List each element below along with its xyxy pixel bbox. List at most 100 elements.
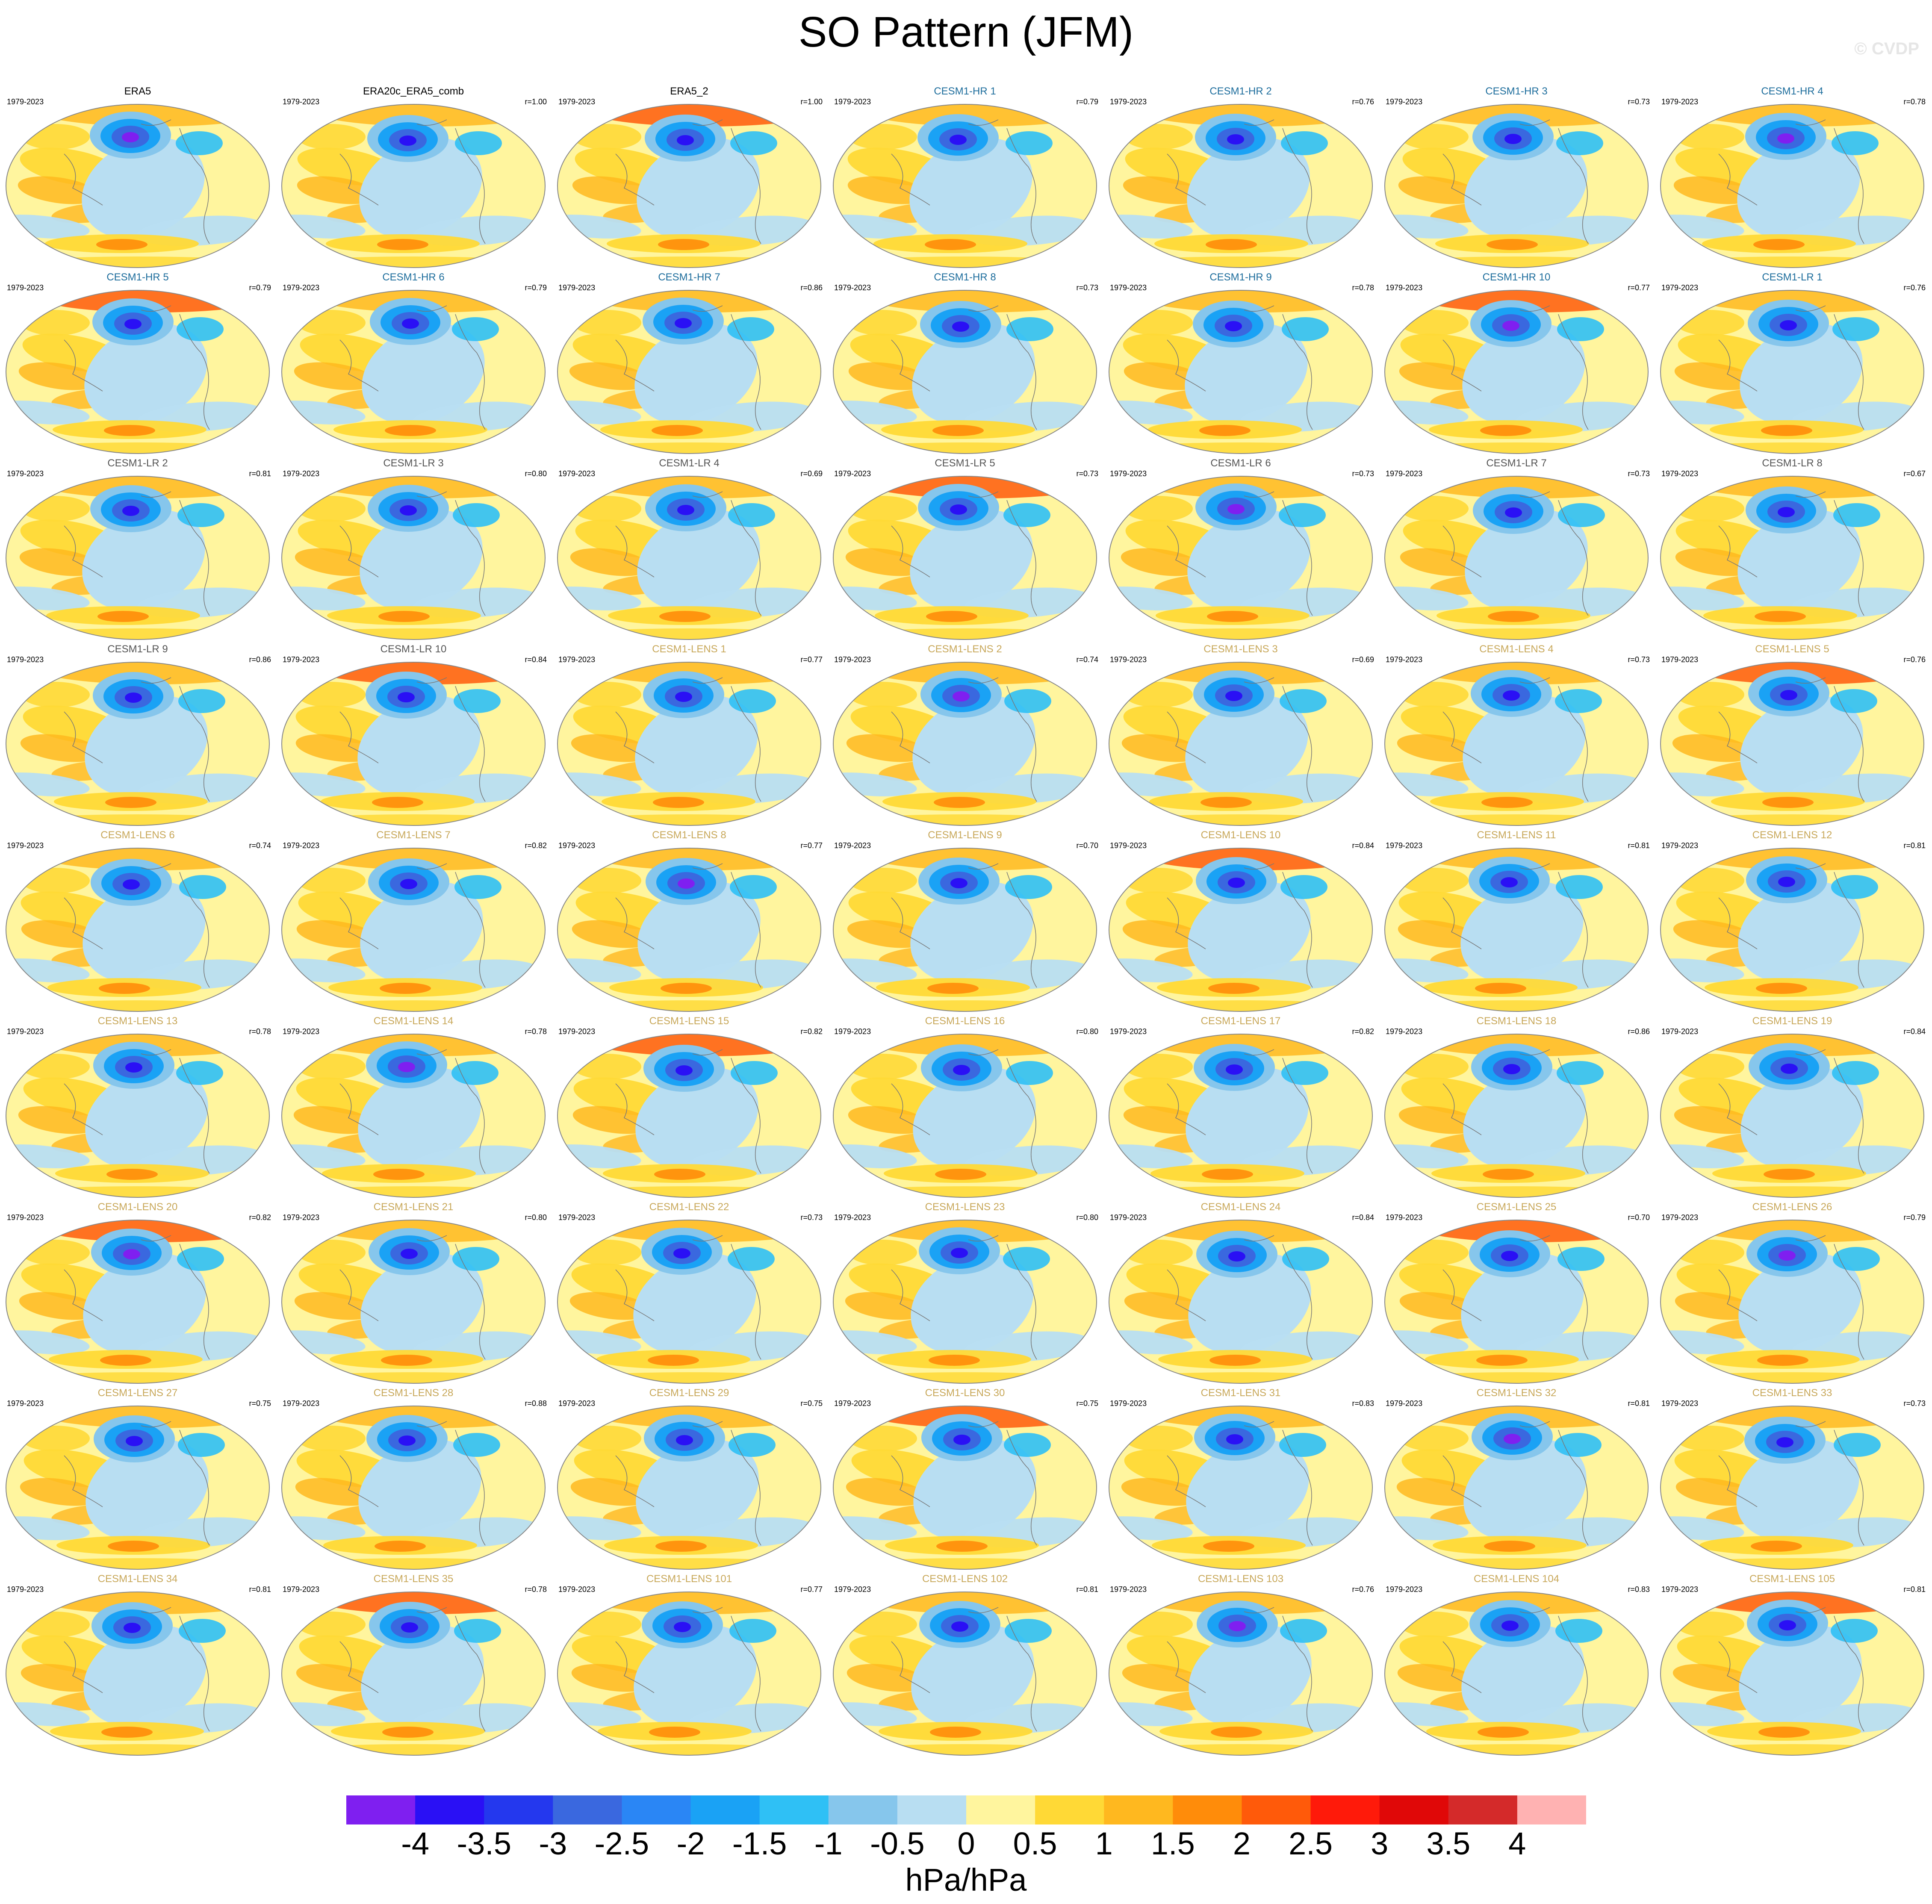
panel-title: CESM1-LENS 105 [1749,1573,1835,1585]
map-panel: CESM1-LR 6 1979-2023 r=0.73 [1103,457,1378,641]
pattern-map [1660,1592,1924,1756]
panel-period: 1979-2023 [1110,283,1147,292]
pacific-positive-core [1675,1292,1756,1320]
pattern-map [833,1220,1097,1384]
panel-title: CESM1-LENS 5 [1755,643,1829,655]
coastline [64,863,210,988]
map-panel: CESM1-LENS 104 1979-2023 r=0.83 [1379,1573,1654,1757]
map-outline [281,1034,546,1198]
map-outline [1660,290,1924,454]
pacific-positive-core [1672,1664,1754,1692]
panel-correlation: r=0.81 [1628,841,1650,850]
southern-positive-core [375,1541,426,1552]
panel-title: CESM1-LR 8 [1762,457,1823,469]
pacific-positive-core [569,1292,651,1320]
panel-title: CESM1-LR 6 [1210,457,1271,469]
asia-positive [1124,124,1193,150]
pacific-positive-core [21,920,102,948]
pattern-map [281,1034,546,1198]
pattern-map [1660,290,1924,454]
pacific-positive-core [1398,1106,1480,1134]
panel-period: 1979-2023 [558,97,596,106]
panel-correlation: r=0.84 [1352,841,1374,850]
southern-positive-core [1764,1169,1815,1180]
panel-title: CESM1-LENS 13 [97,1015,178,1027]
southern-positive-core [1200,797,1252,808]
pattern-map [833,104,1097,268]
map-outline [1109,1592,1373,1756]
asia-positive [1400,496,1469,522]
north-pacific-low-core [1505,507,1522,518]
colorbar-tick: 4 [1508,1826,1526,1861]
tropical-negative-region [1464,137,1587,239]
asia-positive [297,1612,366,1637]
map-outline [1384,662,1649,826]
coastline [615,863,761,988]
pattern-map [1384,104,1649,268]
coastline [891,1607,1037,1732]
north-atlantic-negative [1006,1061,1053,1085]
panel-period: 1979-2023 [1661,1399,1699,1408]
panel-correlation: r=0.73 [1628,469,1650,478]
north-pacific-low-core [1779,1250,1796,1261]
pattern-map [281,290,546,454]
pattern-map [557,476,821,640]
north-atlantic-negative [1280,1619,1327,1643]
map-panel: CESM1-LENS 12 1979-2023 r=0.81 [1655,829,1930,1013]
colorbar-swatch [1379,1795,1449,1824]
pattern-map [6,848,270,1012]
southern-positive-core [1755,611,1806,622]
coastline [339,1049,486,1174]
panel-title: CESM1-LENS 104 [1473,1573,1560,1585]
coastline [1718,1607,1864,1732]
pattern-map [833,848,1097,1012]
north-pacific-low-core [675,1065,693,1076]
tropical-negative-region [1186,1439,1309,1541]
tropical-negative-region [84,323,207,425]
north-atlantic-negative [1006,317,1053,341]
pattern-map [557,1406,821,1570]
pacific-positive-core [571,1664,652,1692]
coastline [1442,863,1589,988]
map-panel: CESM1-LENS 30 1979-2023 r=0.75 [827,1387,1103,1571]
panel-correlation: r=0.76 [1352,1585,1374,1594]
map-panel: CESM1-HR 9 1979-2023 r=0.78 [1103,271,1378,455]
pacific-positive-core [1122,1664,1203,1692]
pattern-map [1660,1220,1924,1384]
north-atlantic-negative [1279,503,1326,527]
panel-period: 1979-2023 [7,283,44,292]
panel-title: CESM1-HR 4 [1761,85,1823,97]
map-panel: CESM1-LENS 101 1979-2023 r=0.77 [552,1573,827,1757]
north-atlantic-negative [1003,1247,1050,1271]
southern-positive-core [655,1541,707,1552]
pattern-map [1384,476,1649,640]
north-atlantic-negative [1557,317,1604,341]
pacific-positive-core [1672,734,1753,762]
north-pacific-low-core [124,319,142,329]
panel-correlation: r=0.81 [1628,1399,1650,1408]
coastline [339,677,486,802]
asia-positive [1400,124,1469,150]
pattern-map [1109,476,1373,640]
panel-title: CESM1-LENS 103 [1198,1573,1284,1585]
panel-period: 1979-2023 [558,655,596,664]
southern-positive-core [105,797,156,808]
map-outline [281,104,546,268]
tropical-negative-region [360,1253,484,1355]
pacific-positive-core [1124,1292,1205,1320]
southern-positive-core [1476,1355,1528,1366]
map-panel: CESM1-LENS 7 1979-2023 r=0.82 [276,829,551,1013]
coastline [1167,491,1313,616]
north-pacific-low-core [1780,690,1797,700]
southern-positive-core [925,239,976,250]
tropical-negative-region [1736,1439,1859,1541]
north-pacific-low-core [122,132,139,142]
colorbar-swatch [484,1795,553,1824]
north-pacific-low-core [126,1436,143,1446]
panel-period: 1979-2023 [283,1027,320,1036]
map-panel: CESM1-LENS 2 1979-2023 r=0.74 [827,643,1103,827]
southern-positive-core [373,1169,425,1180]
asia-positive [573,1612,641,1637]
north-pacific-low-core [399,136,416,146]
tropical-negative-region [634,323,758,425]
